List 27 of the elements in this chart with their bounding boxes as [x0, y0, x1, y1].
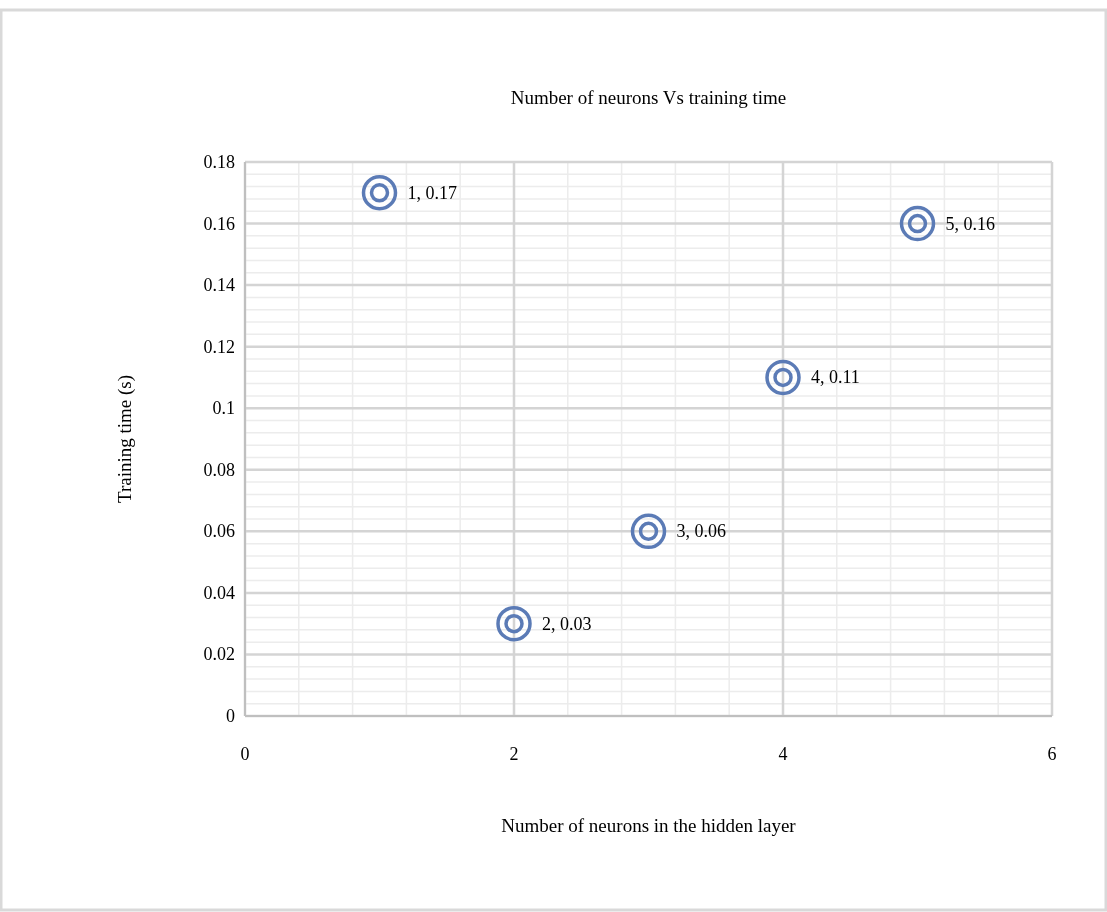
- data-label: 2, 0.03: [542, 613, 592, 634]
- x-tick-label: 0: [240, 744, 250, 764]
- y-tick-label: 0.18: [203, 152, 235, 172]
- x-axis-title: Number of neurons in the hidden layer: [501, 815, 797, 836]
- data-label: 1, 0.17: [407, 182, 457, 203]
- point: [630, 513, 667, 550]
- x-tick-label: 4: [778, 744, 788, 764]
- y-tick-label: 0.08: [203, 459, 235, 480]
- data-label: 4, 0.11: [811, 367, 860, 388]
- y-tick-label: 0.04: [203, 582, 235, 603]
- y-tick-label: 0.1: [212, 398, 235, 419]
- y-tick-label: 0.12: [203, 336, 235, 357]
- point: [361, 175, 398, 211]
- y-tick-label: 0.16: [203, 213, 235, 234]
- data-label: 5, 0.16: [945, 213, 995, 234]
- point: [899, 205, 936, 242]
- point: [765, 359, 801, 396]
- point: [496, 605, 532, 642]
- y-tick-label: 0: [226, 706, 235, 726]
- y-tick-label: 0.06: [203, 521, 235, 542]
- data-label: 3, 0.06: [676, 521, 726, 542]
- x-tick-label: 6: [1047, 744, 1057, 764]
- y-tick-label: 0.02: [203, 644, 235, 665]
- y-axis-title: Training time (s): [114, 374, 136, 504]
- x-tick-label: 2: [509, 744, 519, 764]
- y-tick-label: 0.14: [203, 275, 235, 296]
- chart-title: Number of neurons Vs training time: [510, 87, 787, 108]
